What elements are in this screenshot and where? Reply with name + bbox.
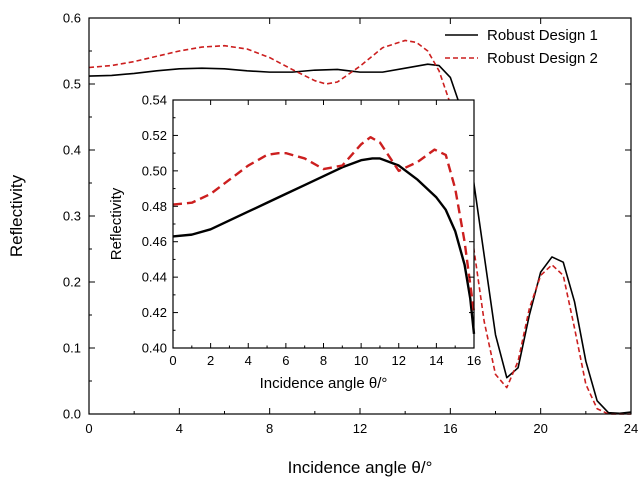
series-line-1 [88, 63, 632, 415]
legend-label-1: Robust Design 1 [487, 27, 598, 44]
legend-label-2: Robust Design 2 [487, 50, 598, 67]
y-tick-label: 0.6 [63, 11, 81, 26]
y-tick-label: 0.4 [63, 143, 81, 158]
inset-y-axis-title: Reflectivity [108, 187, 125, 260]
main-plot: 0 4 8 12 16 20 240.00.10.20.30.40.50.6Incidenc… [7, 11, 638, 478]
inset-plot-area [173, 100, 474, 348]
y-tick-label: 0.1 [63, 341, 81, 356]
inset-series-line-2 [172, 135, 476, 313]
x-tick-label: 12 [353, 421, 367, 436]
y-tick-label: 0.5 [63, 77, 81, 92]
y-axis-title: Reflectivity [7, 174, 26, 257]
x-tick-label: 24 [624, 421, 638, 436]
inset-y-tick-label: 0.42 [142, 305, 167, 320]
x-axis-title: Incidence angle θ/° [288, 458, 433, 477]
inset-y-tick-label: 0.54 [142, 93, 167, 108]
inset-x-tick-label: 0 [169, 353, 176, 368]
inset-y-tick-label: 0.50 [142, 163, 167, 178]
y-tick-label: 0.0 [63, 407, 81, 422]
inset-series-line-1 [172, 157, 476, 334]
inset-x-tick-label: 12 [392, 353, 406, 368]
y-tick-label: 0.3 [63, 209, 81, 224]
inset-x-tick-label: 8 [320, 353, 327, 368]
x-tick-label: 0 [85, 421, 92, 436]
inset-x-tick-label: 4 [245, 353, 252, 368]
y-tick-label: 0.2 [63, 275, 81, 290]
inset-y-tick-label: 0.44 [142, 270, 167, 285]
x-tick-label: 4 [176, 421, 183, 436]
inset-x-tick-label: 14 [429, 353, 443, 368]
x-tick-label: 20 [533, 421, 547, 436]
inset-y-tick-label: 0.46 [142, 234, 167, 249]
inset-x-tick-label: 2 [207, 353, 214, 368]
series-line-2 [88, 39, 631, 415]
inset-x-tick-label: 16 [467, 353, 481, 368]
x-tick-label: 8 [266, 421, 273, 436]
x-tick-label: 16 [443, 421, 457, 436]
inset-x-axis-title: Incidence angle θ/° [260, 375, 388, 392]
inset-x-tick-label: 10 [354, 353, 368, 368]
inset-y-tick-label: 0.40 [142, 341, 167, 356]
inset-y-tick-label: 0.48 [142, 199, 167, 214]
inset-x-tick-label: 6 [282, 353, 289, 368]
inset-plot: 0 2 4 6 8 10 12 14 16 0.40 0.42 0.44 0.46 0.48 0.50 0.5… [108, 93, 481, 393]
inset-y-tick-label: 0.52 [142, 128, 167, 143]
